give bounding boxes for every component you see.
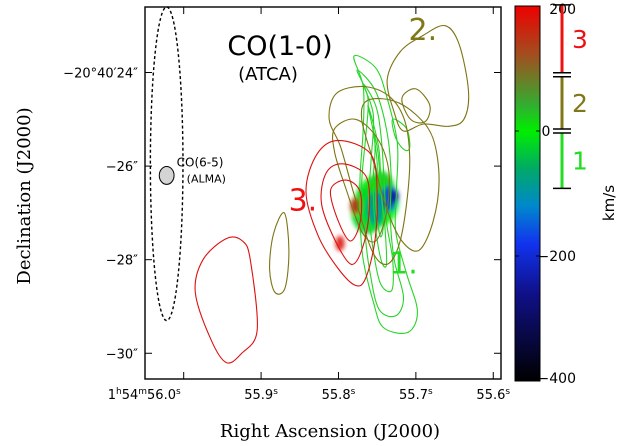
olive-contour	[332, 118, 390, 243]
velocity-range-label: 2	[572, 89, 588, 118]
plot-frame	[144, 6, 502, 380]
colorbar-tick-label: 0	[542, 124, 551, 140]
olive-contours	[269, 24, 470, 295]
component-label-2: 2.	[409, 13, 438, 48]
green-contour	[372, 130, 384, 238]
green-contour	[353, 54, 418, 334]
velocity-range-3: 3	[553, 4, 588, 74]
y-tick-label: −26″	[106, 160, 138, 175]
green-contours	[353, 54, 418, 334]
green-contour	[356, 69, 405, 318]
olive-contour	[328, 85, 411, 266]
green-contour	[391, 118, 411, 152]
x-axis-label: Right Ascension (J2000)	[220, 421, 440, 442]
chart-subtitle: (ATCA)	[238, 64, 298, 85]
y-tick-label: −20°40′24″	[63, 67, 138, 82]
colorbar-label: km/s	[600, 185, 618, 221]
y-tick-label: −30″	[106, 347, 138, 362]
velocity-blob	[335, 235, 345, 251]
red-contour	[329, 179, 363, 242]
olive-contour	[386, 24, 470, 132]
atca-beam-ellipse	[149, 6, 184, 322]
alma-beam	[158, 166, 175, 185]
alma-beam-sublabel: (ALMA)	[187, 172, 226, 185]
olive-contour	[360, 97, 440, 252]
component-label-1: 1.	[389, 247, 418, 282]
x-tick-label: 55.8s	[322, 387, 356, 403]
red-contour	[194, 236, 258, 364]
velocity-range-label: 3	[572, 25, 588, 54]
olive-contour	[269, 212, 290, 295]
colorbar: 2000−200−400 321 km/s	[514, 2, 618, 387]
red-contours	[194, 139, 378, 364]
velocity-range-label: 1	[572, 147, 588, 176]
x-tick-label: 55.9s	[244, 387, 278, 403]
olive-contour	[401, 88, 431, 124]
velocity-range-1: 1	[553, 132, 588, 190]
alma-beam-label: CO(6-5)	[177, 155, 224, 169]
red-contour	[305, 139, 378, 287]
velocity-range-2: 2	[553, 75, 588, 130]
green-contour	[362, 83, 394, 293]
y-axis-label: Declination (J2000)	[14, 107, 35, 284]
component-label-3: 3.	[289, 184, 318, 219]
colorbar-tick-label: −200	[538, 249, 576, 265]
x-tick-label: 1h54m56.0s	[108, 387, 181, 403]
chart-title: CO(1-0)	[227, 31, 332, 62]
beam-annotations: CO(6-5) (ALMA)	[149, 6, 226, 322]
plot-area: 1h54m56.0s 55.9s 55.8s 55.7s 55.6s −20°40′24″…	[63, 6, 510, 403]
red-contour	[320, 163, 371, 265]
x-tick-label: 55.7s	[399, 387, 433, 403]
x-tick-label: 55.6s	[476, 387, 510, 403]
colorbar-gradient	[514, 5, 541, 382]
colorbar-tick-label: −400	[538, 371, 576, 387]
y-tick-label: −28″	[106, 254, 138, 269]
